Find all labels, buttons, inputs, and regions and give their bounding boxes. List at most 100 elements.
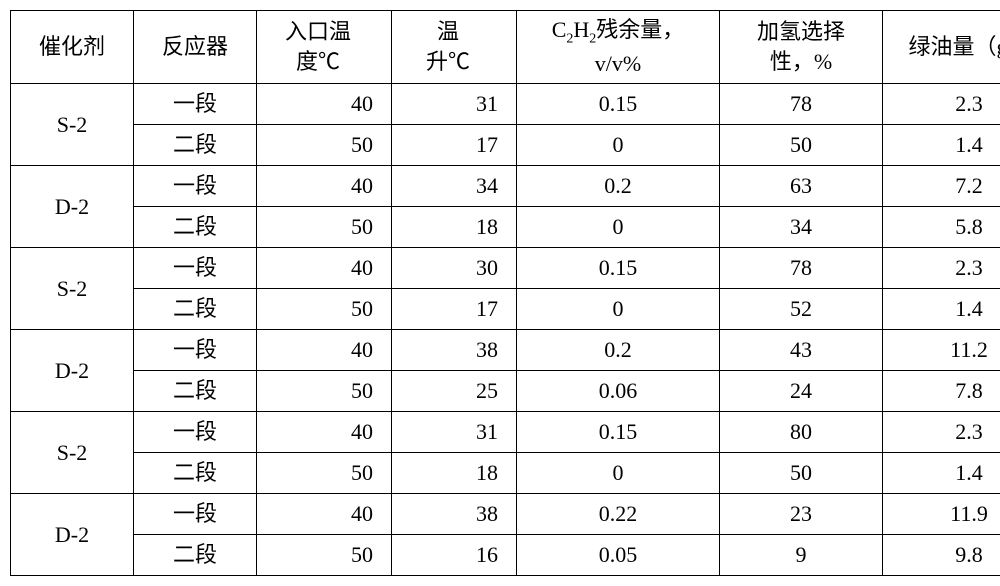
cell-resid: 0 (517, 206, 720, 247)
cell-oil: 1.4 (883, 124, 1000, 165)
cell-rise: 30 (392, 247, 517, 288)
cell-select: 63 (720, 165, 883, 206)
cell-oil: 2.3 (883, 411, 1000, 452)
resid-mid: H (573, 17, 589, 42)
cell-inlet: 50 (257, 534, 392, 575)
cell-catalyst: S-2 (11, 247, 134, 329)
cell-resid: 0.2 (517, 165, 720, 206)
cell-inlet: 40 (257, 329, 392, 370)
cell-inlet: 40 (257, 247, 392, 288)
table-row: 二段50180501.4 (11, 452, 1000, 493)
cell-select: 9 (720, 534, 883, 575)
col-header-resid: C2H2残余量， v/v% (517, 11, 720, 84)
col-header-oil: 绿油量（g） (883, 11, 1000, 84)
cell-select: 43 (720, 329, 883, 370)
cell-inlet: 50 (257, 288, 392, 329)
cell-resid: 0 (517, 124, 720, 165)
cell-inlet: 50 (257, 452, 392, 493)
table-row: D-2一段40340.2637.2 (11, 165, 1000, 206)
header-row: 催化剂 反应器 入口温 度℃ 温 升℃ C2H2残余量， v/v% 加氢选择 性… (11, 11, 1000, 84)
cell-oil: 1.4 (883, 288, 1000, 329)
cell-resid: 0 (517, 288, 720, 329)
table-row: 二段50180345.8 (11, 206, 1000, 247)
cell-reactor: 一段 (134, 83, 257, 124)
cell-catalyst: S-2 (11, 411, 134, 493)
cell-catalyst: S-2 (11, 83, 134, 165)
cell-oil: 9.8 (883, 534, 1000, 575)
cell-resid: 0.15 (517, 83, 720, 124)
cell-resid: 0.2 (517, 329, 720, 370)
cell-resid: 0.06 (517, 370, 720, 411)
cell-catalyst: D-2 (11, 165, 134, 247)
cell-oil: 2.3 (883, 83, 1000, 124)
cell-reactor: 二段 (134, 534, 257, 575)
cell-rise: 34 (392, 165, 517, 206)
cell-rise: 38 (392, 493, 517, 534)
cell-reactor: 一段 (134, 329, 257, 370)
cell-resid: 0 (517, 452, 720, 493)
cell-rise: 31 (392, 411, 517, 452)
cell-reactor: 二段 (134, 124, 257, 165)
cell-rise: 17 (392, 124, 517, 165)
col-header-inlet-l2: 度℃ (296, 49, 340, 74)
cell-rise: 18 (392, 452, 517, 493)
col-header-reactor: 反应器 (134, 11, 257, 84)
cell-rise: 17 (392, 288, 517, 329)
resid-post: 残余量， (596, 17, 684, 42)
col-header-inlet: 入口温 度℃ (257, 11, 392, 84)
cell-select: 80 (720, 411, 883, 452)
col-header-inlet-l1: 入口温 (285, 19, 351, 44)
cell-oil: 7.2 (883, 165, 1000, 206)
cell-resid: 0.05 (517, 534, 720, 575)
cell-resid: 0.15 (517, 411, 720, 452)
cell-inlet: 50 (257, 124, 392, 165)
cell-reactor: 一段 (134, 165, 257, 206)
col-header-select-l1: 加氢选择 (757, 19, 845, 44)
cell-catalyst: D-2 (11, 329, 134, 411)
table-row: S-2一段40310.15782.3 (11, 83, 1000, 124)
cell-select: 50 (720, 124, 883, 165)
cell-resid: 0.22 (517, 493, 720, 534)
cell-reactor: 二段 (134, 452, 257, 493)
resid-l2: v/v% (595, 51, 641, 76)
col-header-rise-l1: 温 (437, 19, 459, 44)
cell-select: 23 (720, 493, 883, 534)
table-body: S-2一段40310.15782.3二段50170501.4D-2一段40340… (11, 83, 1000, 575)
table-row: D-2一段40380.222311.9 (11, 493, 1000, 534)
cell-select: 50 (720, 452, 883, 493)
resid-pre: C (552, 17, 567, 42)
table-row: 二段50160.0599.8 (11, 534, 1000, 575)
cell-inlet: 40 (257, 165, 392, 206)
cell-oil: 11.9 (883, 493, 1000, 534)
cell-rise: 31 (392, 83, 517, 124)
cell-oil: 5.8 (883, 206, 1000, 247)
cell-select: 78 (720, 83, 883, 124)
cell-inlet: 40 (257, 493, 392, 534)
cell-select: 34 (720, 206, 883, 247)
table-row: D-2一段40380.24311.2 (11, 329, 1000, 370)
cell-reactor: 二段 (134, 206, 257, 247)
table-row: 二段50250.06247.8 (11, 370, 1000, 411)
col-header-select-l2: 性，% (770, 49, 832, 74)
cell-reactor: 一段 (134, 411, 257, 452)
cell-oil: 2.3 (883, 247, 1000, 288)
cell-inlet: 50 (257, 206, 392, 247)
col-header-rise-l2: 升℃ (426, 49, 470, 74)
cell-reactor: 一段 (134, 493, 257, 534)
cell-oil: 7.8 (883, 370, 1000, 411)
cell-inlet: 40 (257, 83, 392, 124)
cell-resid: 0.15 (517, 247, 720, 288)
cell-oil: 1.4 (883, 452, 1000, 493)
cell-inlet: 40 (257, 411, 392, 452)
cell-rise: 16 (392, 534, 517, 575)
cell-oil: 11.2 (883, 329, 1000, 370)
cell-inlet: 50 (257, 370, 392, 411)
cell-reactor: 二段 (134, 288, 257, 329)
col-header-select: 加氢选择 性，% (720, 11, 883, 84)
cell-rise: 38 (392, 329, 517, 370)
table-row: S-2一段40300.15782.3 (11, 247, 1000, 288)
data-table: 催化剂 反应器 入口温 度℃ 温 升℃ C2H2残余量， v/v% 加氢选择 性… (10, 10, 1000, 576)
cell-select: 78 (720, 247, 883, 288)
cell-reactor: 二段 (134, 370, 257, 411)
col-header-catalyst: 催化剂 (11, 11, 134, 84)
